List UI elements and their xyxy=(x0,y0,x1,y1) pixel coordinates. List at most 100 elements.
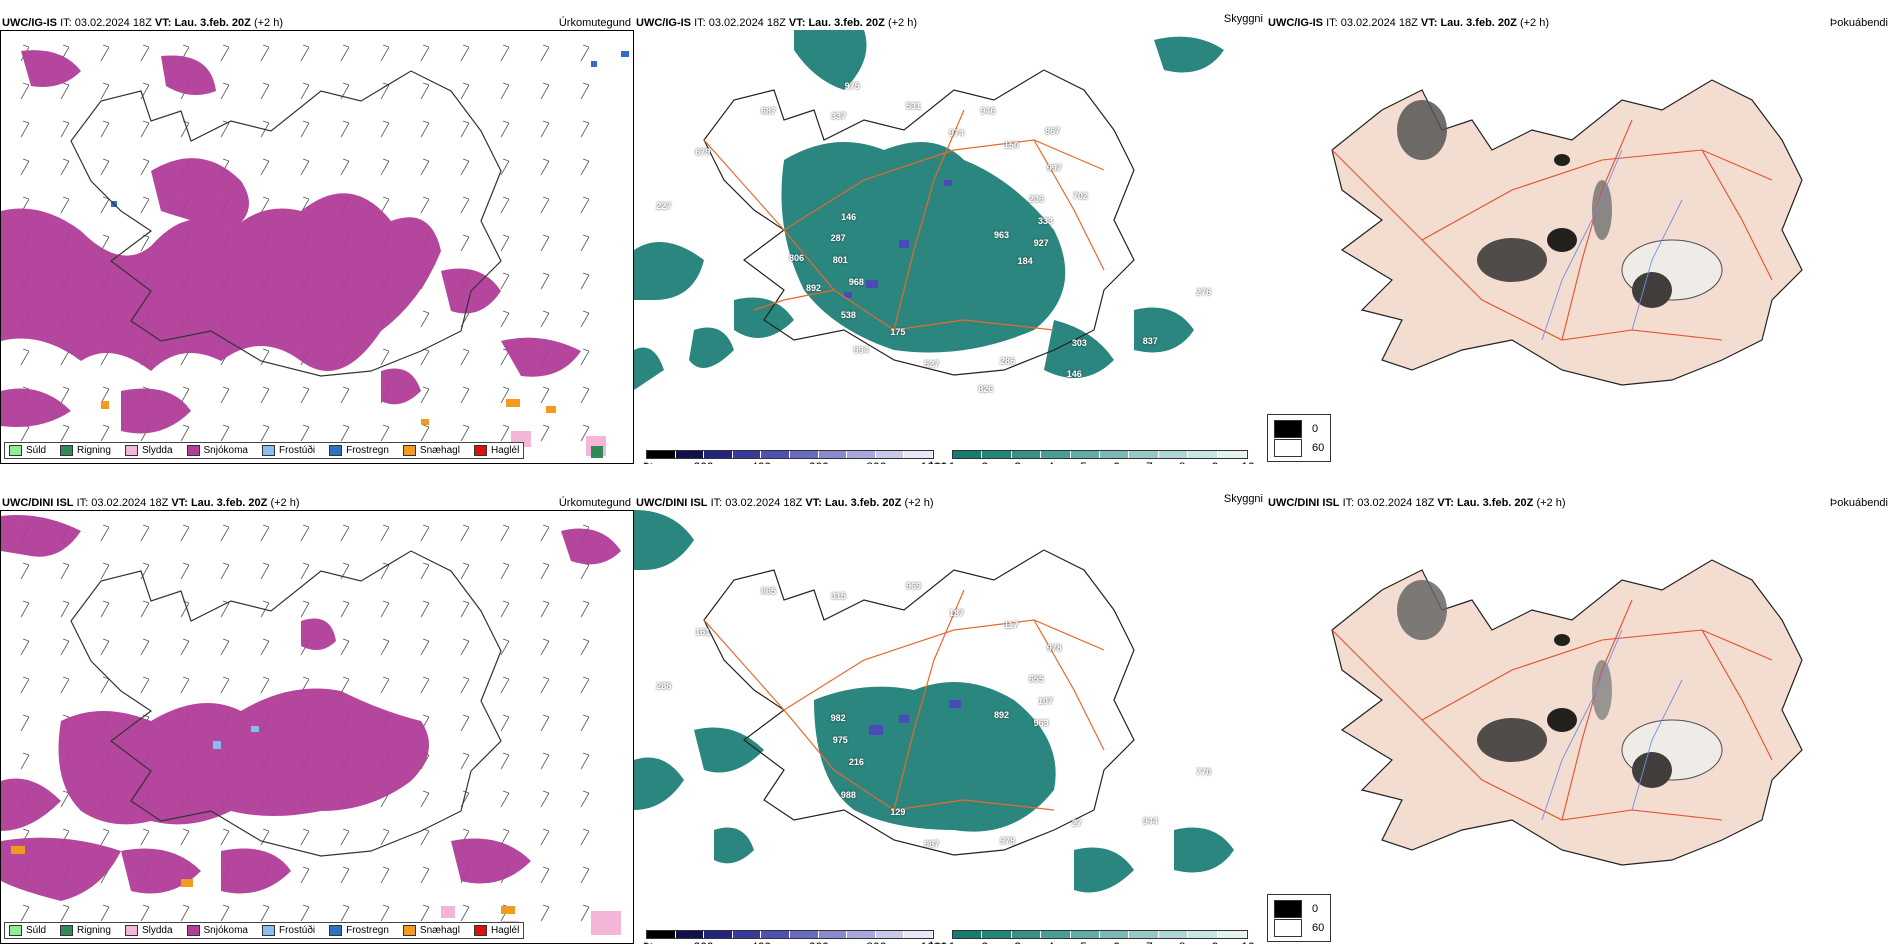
legend-item: Haglél xyxy=(473,445,520,456)
wind-barb xyxy=(340,386,350,404)
visibility-scalebar: 1 2 3 4 5 6 7 8 9 10 km xyxy=(930,930,1255,944)
wind-barb xyxy=(300,562,310,580)
scale-swatch xyxy=(875,451,905,458)
scale-tick-label: 7 xyxy=(1146,460,1153,464)
wind-barb xyxy=(100,424,110,442)
wind-barb xyxy=(260,524,270,542)
scale-swatch xyxy=(761,931,790,938)
wind-barb xyxy=(420,386,430,404)
wind-barb xyxy=(60,676,70,694)
it-label: IT: xyxy=(76,497,89,509)
panel-title: Úrkomutegund xyxy=(558,17,631,29)
visibility-map-svg xyxy=(634,510,1234,893)
wind-barb xyxy=(580,386,590,404)
scale-tick-label: 9 xyxy=(1212,940,1219,944)
wind-barb xyxy=(460,196,470,214)
visibility-value-label: 975 xyxy=(844,80,860,91)
visibility-value-label: 655 xyxy=(1028,673,1044,684)
scale-swatch xyxy=(789,451,819,458)
scale-swatch xyxy=(789,931,819,938)
visibility-value-label: 27 xyxy=(1071,817,1082,828)
legend-label: Frostúði xyxy=(278,925,316,936)
legend-item: Slydda xyxy=(124,445,173,456)
wind-barb xyxy=(300,120,310,138)
wind-barb xyxy=(540,424,550,442)
wind-barb xyxy=(380,676,390,694)
visibility-value-label: 826 xyxy=(978,384,994,395)
wind-barb xyxy=(460,234,470,252)
scale-tick-label: 8 xyxy=(1179,460,1186,464)
river-network xyxy=(1541,629,1683,821)
scale-swatch xyxy=(704,451,733,458)
it-value: 03.02.2024 18Z xyxy=(1357,497,1435,509)
it-value: 03.02.2024 18Z xyxy=(1340,17,1418,29)
wind-barb xyxy=(340,828,350,846)
it-label: IT: xyxy=(710,497,723,509)
wind-barb xyxy=(500,562,510,580)
vt-label: VT: xyxy=(154,17,172,29)
visibility-value-label: 963 xyxy=(1033,718,1049,729)
cloud-map xyxy=(1266,30,1900,464)
legend-label: Frostúði xyxy=(278,445,316,456)
scale-tick-label: 5 xyxy=(1080,460,1087,464)
it-value: 03.02.2024 18Z xyxy=(708,17,786,29)
scale-tick-label: 1000 xyxy=(921,940,948,944)
wind-barb xyxy=(340,524,350,542)
precip-map-svg xyxy=(1,44,629,458)
wind-barb xyxy=(540,234,550,252)
wind-barb xyxy=(140,562,150,580)
wind-barb xyxy=(500,600,510,618)
wind-barb xyxy=(580,790,590,808)
wind-barb xyxy=(140,676,150,694)
scale-tick-label: 9 xyxy=(1212,460,1219,464)
scale-swatch xyxy=(1129,451,1159,458)
wind-barb xyxy=(20,904,30,922)
visibility-value-label: 227 xyxy=(656,200,672,211)
legend-swatch xyxy=(124,925,138,936)
visibility-value-label: 187 xyxy=(948,607,964,618)
visibility-map: 892 216 187 27 288 655 129 315 770 975 117 978 161 10… xyxy=(634,510,1266,944)
wind-barb xyxy=(340,600,350,618)
legend-swatch xyxy=(9,925,22,936)
vt-label: VT: xyxy=(1420,17,1438,29)
wind-barb xyxy=(460,562,470,580)
wind-barb xyxy=(580,638,590,656)
wind-barb xyxy=(460,386,470,404)
wind-barb xyxy=(180,828,190,846)
legend-label: Rigning xyxy=(77,925,111,936)
model-name: UWC/IG-IS xyxy=(2,17,57,29)
wind-barb xyxy=(540,562,550,580)
wind-barb xyxy=(420,676,430,694)
wind-barb xyxy=(20,676,30,694)
legend-swatch xyxy=(186,445,200,456)
vt-label: VT: xyxy=(1437,497,1454,509)
wind-barb xyxy=(300,866,310,884)
wind-barb xyxy=(540,386,550,404)
cloud-map-svg xyxy=(1331,559,1803,866)
river-network xyxy=(1541,149,1683,341)
wind-barb xyxy=(580,904,590,922)
scale-swatch xyxy=(818,931,848,938)
lead-time: (+2 h) xyxy=(904,497,934,509)
wind-barb xyxy=(500,196,510,214)
wind-barb xyxy=(340,120,350,138)
wind-barb xyxy=(60,158,70,176)
wind-barb xyxy=(380,44,390,62)
legend-label: Haglél xyxy=(490,445,520,456)
height-scalebar: 0 200 400 600 800 1000 m xyxy=(643,930,947,944)
wind-barb xyxy=(500,82,510,100)
panel-title: Úrkomutegund xyxy=(558,497,631,509)
scale-swatch xyxy=(1217,451,1248,458)
wind-barb xyxy=(540,82,550,100)
visibility-value-label: 865 xyxy=(760,585,777,596)
wind-barb xyxy=(420,310,430,328)
legend-item: Snæhagl xyxy=(402,925,460,936)
legend-label: Slydda xyxy=(141,445,173,456)
scale-swatch xyxy=(1070,931,1101,938)
wind-barb xyxy=(260,424,270,442)
visibility-map-svg xyxy=(634,30,1224,390)
legend-label: Snjókoma xyxy=(203,445,248,456)
lead-time: (+2 h) xyxy=(887,17,917,29)
wind-barb xyxy=(220,638,230,656)
wind-barb xyxy=(380,828,390,846)
